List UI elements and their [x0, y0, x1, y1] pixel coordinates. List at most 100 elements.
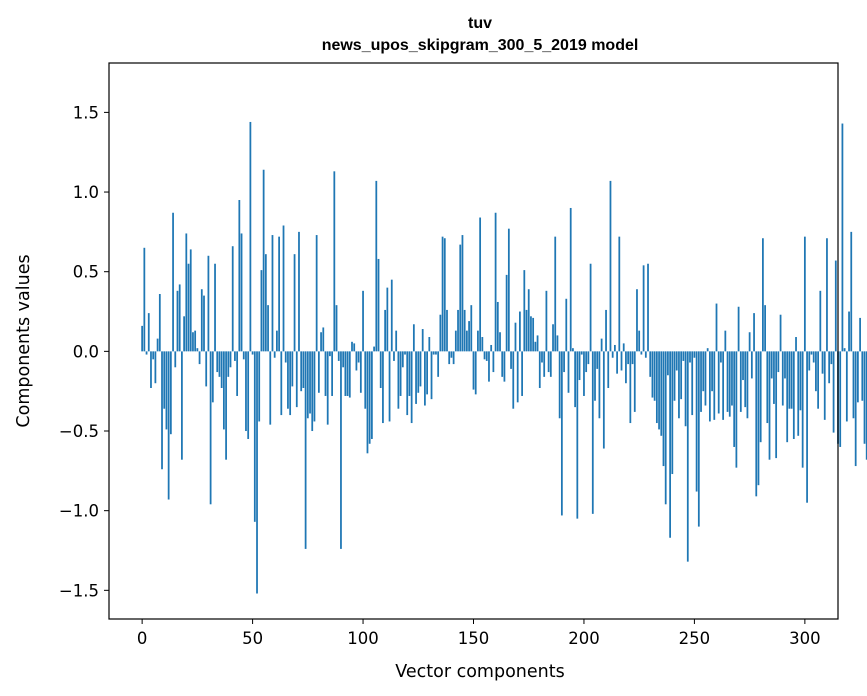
bar-184 — [547, 351, 550, 373]
bar-115 — [395, 330, 398, 352]
bar-292 — [786, 351, 789, 443]
bar-223 — [633, 351, 636, 412]
bar-202 — [587, 351, 590, 365]
bar-193 — [567, 351, 570, 393]
bar-297 — [797, 351, 800, 436]
bar-164 — [503, 351, 506, 382]
bar-141 — [452, 351, 455, 365]
bar-277 — [753, 313, 755, 352]
chart-subtitle: news_upos_skipgram_300_5_2019 model — [322, 37, 639, 54]
bar-181 — [541, 351, 543, 363]
bar-43 — [236, 351, 239, 396]
bar-53 — [258, 351, 261, 422]
bar-75 — [306, 351, 309, 419]
y-tick-label: −0.5 — [59, 422, 99, 441]
bar-157 — [488, 351, 490, 382]
bar-229 — [647, 263, 649, 352]
bar-295 — [792, 351, 795, 439]
bar-18 — [181, 351, 183, 460]
bar-180 — [538, 351, 541, 388]
bar-308 — [821, 351, 824, 374]
bar-310 — [826, 238, 828, 352]
bar-312 — [830, 351, 833, 365]
bar-73 — [302, 351, 305, 388]
bar-133 — [435, 351, 437, 355]
bar-248 — [689, 351, 691, 363]
bar-255 — [704, 351, 707, 406]
bar-198 — [578, 351, 581, 381]
bar-300 — [803, 236, 806, 352]
bar-240 — [671, 351, 674, 475]
bar-272 — [742, 351, 744, 381]
bar-62 — [278, 236, 280, 352]
bar-328 — [865, 351, 867, 460]
bar-25 — [196, 348, 199, 352]
bar-118 — [401, 351, 404, 368]
x-tick-label: 250 — [679, 629, 711, 648]
bar-24 — [194, 330, 197, 352]
bar-28 — [203, 295, 205, 352]
bar-9 — [161, 351, 163, 470]
bar-100 — [362, 290, 364, 352]
bar-49 — [249, 121, 252, 352]
bar-269 — [735, 351, 738, 468]
bar-262 — [720, 351, 722, 363]
bar-40 — [229, 351, 232, 368]
bar-194 — [569, 207, 572, 352]
bar-31 — [209, 351, 212, 505]
bar-303 — [810, 351, 813, 355]
bar-161 — [496, 301, 499, 352]
bar-244 — [680, 351, 683, 400]
bar-17 — [178, 284, 181, 352]
bar-153 — [479, 217, 482, 352]
bar-84 — [326, 351, 329, 425]
bar-266 — [728, 351, 731, 417]
bar-219 — [625, 351, 627, 384]
bar-102 — [366, 351, 369, 454]
bar-83 — [324, 351, 327, 396]
bar-285 — [770, 351, 773, 379]
bar-150 — [472, 351, 475, 390]
bar-39 — [227, 351, 230, 377]
bar-21 — [187, 263, 190, 352]
bar-320 — [848, 311, 850, 352]
bar-106 — [375, 180, 378, 352]
bar-36 — [220, 351, 223, 388]
bar-61 — [276, 330, 278, 352]
bar-206 — [596, 351, 599, 369]
bar-233 — [655, 351, 658, 424]
bar-94 — [348, 351, 351, 398]
bar-290 — [781, 351, 784, 406]
bar-239 — [669, 351, 671, 538]
bar-50 — [251, 351, 254, 355]
bar-158 — [490, 344, 493, 352]
bar-302 — [808, 351, 811, 371]
x-tick-label: 200 — [568, 629, 600, 648]
bar-273 — [744, 351, 747, 408]
bar-125 — [417, 351, 420, 393]
bar-218 — [622, 343, 625, 352]
bar-96 — [353, 343, 356, 352]
bar-78 — [313, 351, 316, 422]
bar-205 — [594, 351, 596, 401]
bar-207 — [598, 351, 601, 419]
bar-254 — [702, 351, 705, 392]
bar-51 — [253, 351, 256, 522]
bar-116 — [397, 351, 400, 409]
bar-275 — [748, 332, 751, 352]
bar-197 — [576, 351, 579, 519]
bar-110 — [384, 309, 387, 352]
bar-259 — [713, 351, 716, 420]
bar-154 — [481, 337, 484, 352]
bar-107 — [377, 258, 380, 352]
bar-7 — [156, 338, 159, 352]
bar-54 — [260, 270, 263, 352]
bar-48 — [247, 351, 250, 439]
bar-283 — [766, 351, 769, 424]
bar-57 — [267, 305, 269, 352]
x-tick-label: 100 — [347, 629, 379, 648]
bar-135 — [439, 314, 442, 352]
bar-20 — [185, 233, 188, 352]
bar-237 — [664, 351, 667, 505]
bar-235 — [660, 351, 663, 436]
